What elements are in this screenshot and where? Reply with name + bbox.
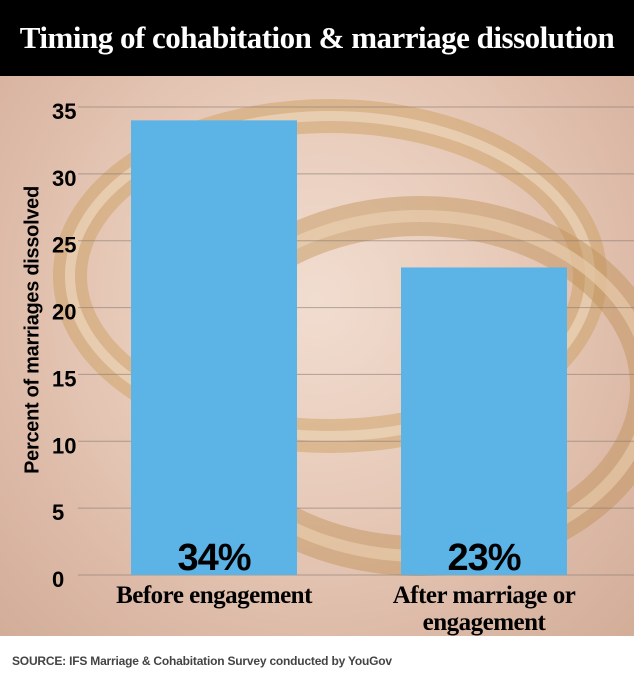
chart-canvas: 0 5 10 15 20 25 30 35 34% 23% Before engagement A… bbox=[52, 99, 634, 636]
y-tick-labels: 0 5 10 15 20 25 30 35 bbox=[52, 99, 76, 592]
category-labels: Before engagement After marriage orengage… bbox=[116, 582, 576, 636]
footer bbox=[0, 636, 634, 682]
bar bbox=[131, 120, 297, 575]
y-tick-label: 10 bbox=[52, 433, 76, 458]
y-axis-label: Percent of marriages dissolved bbox=[21, 186, 44, 474]
y-tick-label: 35 bbox=[52, 99, 76, 124]
chart-title: Timing of cohabitation & marriage dissol… bbox=[0, 0, 634, 76]
x-tick-label: After marriage or bbox=[393, 582, 576, 609]
bars: 34% 23% bbox=[131, 120, 567, 579]
x-tick-label: engagement bbox=[423, 609, 547, 636]
source-note: SOURCE: IFS Marriage & Cohabitation Surv… bbox=[12, 654, 392, 668]
y-tick-label: 15 bbox=[52, 366, 76, 391]
y-tick-label: 30 bbox=[52, 166, 76, 191]
data-label: 23% bbox=[447, 537, 520, 579]
bar bbox=[401, 267, 567, 575]
y-tick-label: 0 bbox=[52, 567, 64, 592]
y-tick-label: 25 bbox=[52, 233, 76, 258]
data-label: 34% bbox=[177, 537, 250, 579]
x-tick-label: Before engagement bbox=[116, 582, 313, 609]
y-tick-label: 20 bbox=[52, 300, 76, 325]
plot-area: 0 5 10 15 20 25 30 35 34% 23% Before engagement A… bbox=[0, 76, 634, 636]
y-tick-label: 5 bbox=[52, 500, 64, 525]
